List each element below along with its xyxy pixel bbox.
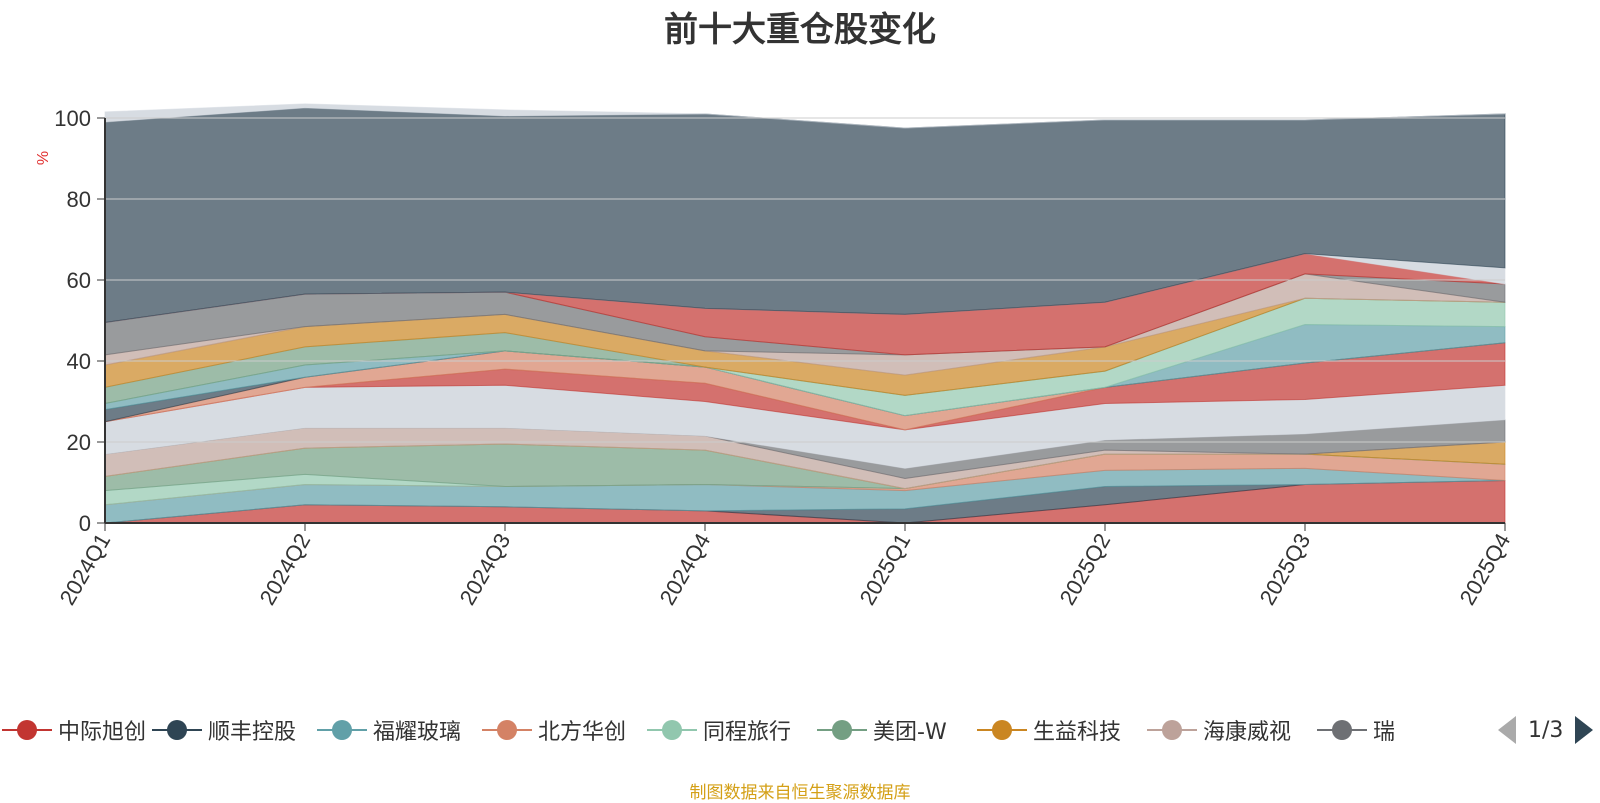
chart-title: 前十大重仓股变化 bbox=[664, 10, 936, 50]
legend-item[interactable]: 生益科技 bbox=[977, 708, 1121, 752]
legend-item[interactable]: 福耀玻璃 bbox=[317, 708, 461, 752]
area-band-22 bbox=[104, 103, 1506, 129]
legend-item[interactable]: 海康威视 bbox=[1147, 708, 1291, 752]
y-tick-label: 40 bbox=[67, 349, 91, 374]
legend: 中际旭创 顺丰控股 福耀玻璃 北方华创 同程旅行 美团-W 生益科技 海康威视 瑞 1/3 bbox=[0, 708, 1600, 752]
legend-label: 美团-W bbox=[873, 720, 947, 745]
y-tick-label: 0 bbox=[79, 511, 91, 536]
legend-label: 顺丰控股 bbox=[208, 720, 297, 745]
y-tick-label: 80 bbox=[67, 187, 91, 212]
y-axis-label: % bbox=[35, 151, 52, 165]
x-tick-label: 2025Q1 bbox=[855, 529, 916, 609]
legend-label: 福耀玻璃 bbox=[373, 720, 462, 745]
x-tick-label: 2024Q4 bbox=[655, 529, 716, 609]
legend-label: 海康威视 bbox=[1203, 720, 1292, 745]
area-layer bbox=[104, 103, 1506, 524]
x-tick-label: 2025Q4 bbox=[1455, 529, 1516, 609]
legend-page-indicator: 1/3 bbox=[1528, 717, 1564, 743]
data-source-note: 制图数据来自恒生聚源数据库 bbox=[689, 783, 911, 803]
legend-pager: 1/3 bbox=[1498, 708, 1594, 752]
legend-label: 北方华创 bbox=[538, 720, 627, 745]
y-tick-label: 20 bbox=[67, 430, 91, 455]
legend-label: 中际旭创 bbox=[58, 720, 147, 745]
x-tick-label: 2025Q2 bbox=[1055, 529, 1116, 609]
legend-item[interactable]: 中际旭创 bbox=[2, 708, 146, 752]
legend-marker-icon bbox=[482, 720, 532, 740]
y-tick-label: 100 bbox=[54, 106, 91, 131]
legend-marker-icon bbox=[977, 720, 1027, 740]
legend-item[interactable]: 瑞 bbox=[1317, 708, 1395, 752]
stacked-area-chart: 0 20 40 60 80 100% 2024Q1 2024Q2 2024Q3 2024Q4 202… bbox=[35, 103, 1516, 609]
x-tick-label: 2024Q2 bbox=[255, 529, 316, 609]
legend-label: 瑞 bbox=[1373, 720, 1396, 745]
legend-marker-icon bbox=[317, 720, 367, 740]
legend-label: 同程旅行 bbox=[703, 720, 792, 745]
legend-item[interactable]: 顺丰控股 bbox=[152, 708, 296, 752]
legend-item[interactable]: 北方华创 bbox=[482, 708, 626, 752]
legend-marker-icon bbox=[1147, 720, 1197, 740]
legend-label: 生益科技 bbox=[1033, 720, 1122, 745]
x-tick-label: 2024Q1 bbox=[55, 529, 116, 609]
legend-marker-icon bbox=[2, 720, 52, 740]
legend-marker-icon bbox=[1317, 720, 1367, 740]
y-tick-label: 60 bbox=[67, 268, 91, 293]
legend-marker-icon bbox=[152, 720, 202, 740]
legend-prev-page-icon[interactable] bbox=[1498, 716, 1516, 744]
legend-item[interactable]: 同程旅行 bbox=[647, 708, 791, 752]
legend-next-page-icon[interactable] bbox=[1575, 716, 1594, 744]
x-tick-label: 2025Q3 bbox=[1255, 529, 1316, 609]
x-tick-label: 2024Q3 bbox=[455, 529, 516, 609]
legend-item[interactable]: 美团-W bbox=[817, 708, 947, 752]
legend-marker-icon bbox=[817, 720, 867, 740]
legend-items-viewport: 中际旭创 顺丰控股 福耀玻璃 北方华创 同程旅行 美团-W 生益科技 海康威视 瑞 bbox=[0, 708, 1482, 752]
legend-marker-icon bbox=[647, 720, 697, 740]
